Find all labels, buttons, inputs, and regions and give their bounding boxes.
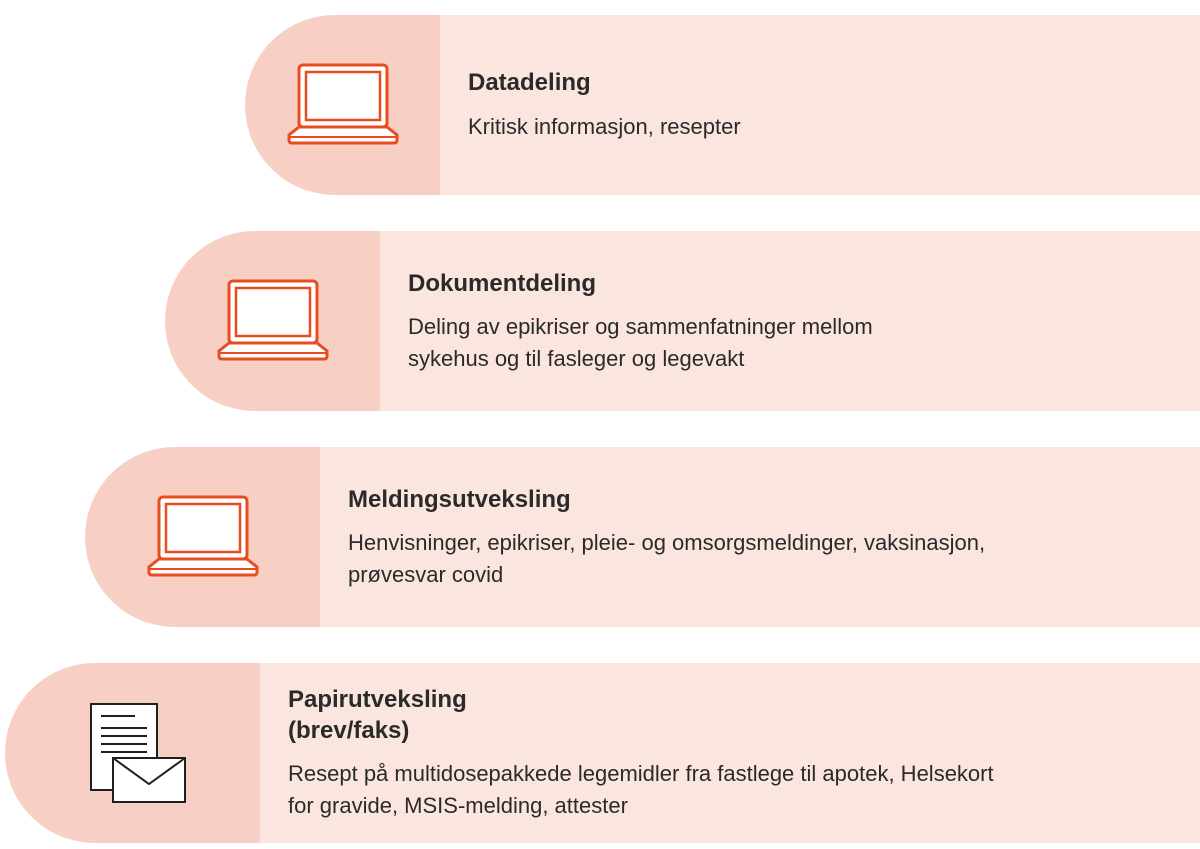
text-cell: Meldingsutveksling Henvisninger, epikris… (320, 447, 1200, 627)
row-title: Dokumentdeling (408, 268, 1172, 299)
infographic-container: Datadeling Kritisk informasjon, resepter… (0, 0, 1200, 849)
row-title: Meldingsutveksling (348, 484, 1172, 515)
row-desc: Kritisk informasjon, resepter (468, 111, 1172, 143)
row-desc: Henvisninger, epikriser, pleie- og omsor… (348, 527, 988, 591)
icon-cell (85, 447, 320, 627)
icon-cell (5, 663, 260, 843)
text-cell: Papirutveksling (brev/faks) Resept på mu… (260, 663, 1200, 843)
icon-cell (245, 15, 440, 195)
laptop-icon (143, 492, 263, 582)
row-datadeling: Datadeling Kritisk informasjon, resepter (245, 15, 1200, 195)
text-cell: Datadeling Kritisk informasjon, resepter (440, 15, 1200, 195)
row-desc: Deling av epikriser og sammenfatninger m… (408, 311, 928, 375)
row-meldingsutveksling: Meldingsutveksling Henvisninger, epikris… (85, 447, 1200, 627)
text-cell: Dokumentdeling Deling av epikriser og sa… (380, 231, 1200, 411)
laptop-icon (283, 60, 403, 150)
row-dokumentdeling: Dokumentdeling Deling av epikriser og sa… (165, 231, 1200, 411)
row-papirutveksling: Papirutveksling (brev/faks) Resept på mu… (5, 663, 1200, 843)
paper-envelope-icon (73, 698, 193, 808)
laptop-icon (213, 276, 333, 366)
row-title: Datadeling (468, 67, 1172, 98)
row-title: Papirutveksling (brev/faks) (288, 684, 1172, 746)
icon-cell (165, 231, 380, 411)
row-desc: Resept på multidosepakkede legemidler fr… (288, 758, 1008, 822)
